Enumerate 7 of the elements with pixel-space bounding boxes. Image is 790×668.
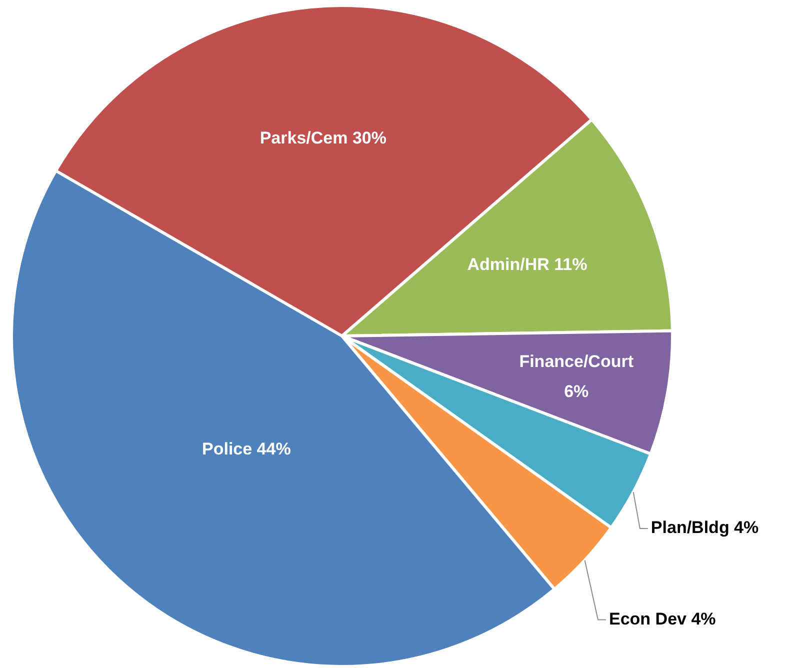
slice-label: Econ Dev 4%: [609, 609, 716, 628]
slice-label: Parks/Cem 30%: [260, 128, 386, 148]
slice-label: Finance/Court: [519, 352, 634, 372]
data-label: 6%: [564, 382, 589, 402]
slice-label: Admin/HR 11%: [467, 254, 588, 274]
slice-label: Plan/Bldg 4%: [650, 518, 759, 538]
slice-label: Police 44%: [202, 440, 291, 459]
